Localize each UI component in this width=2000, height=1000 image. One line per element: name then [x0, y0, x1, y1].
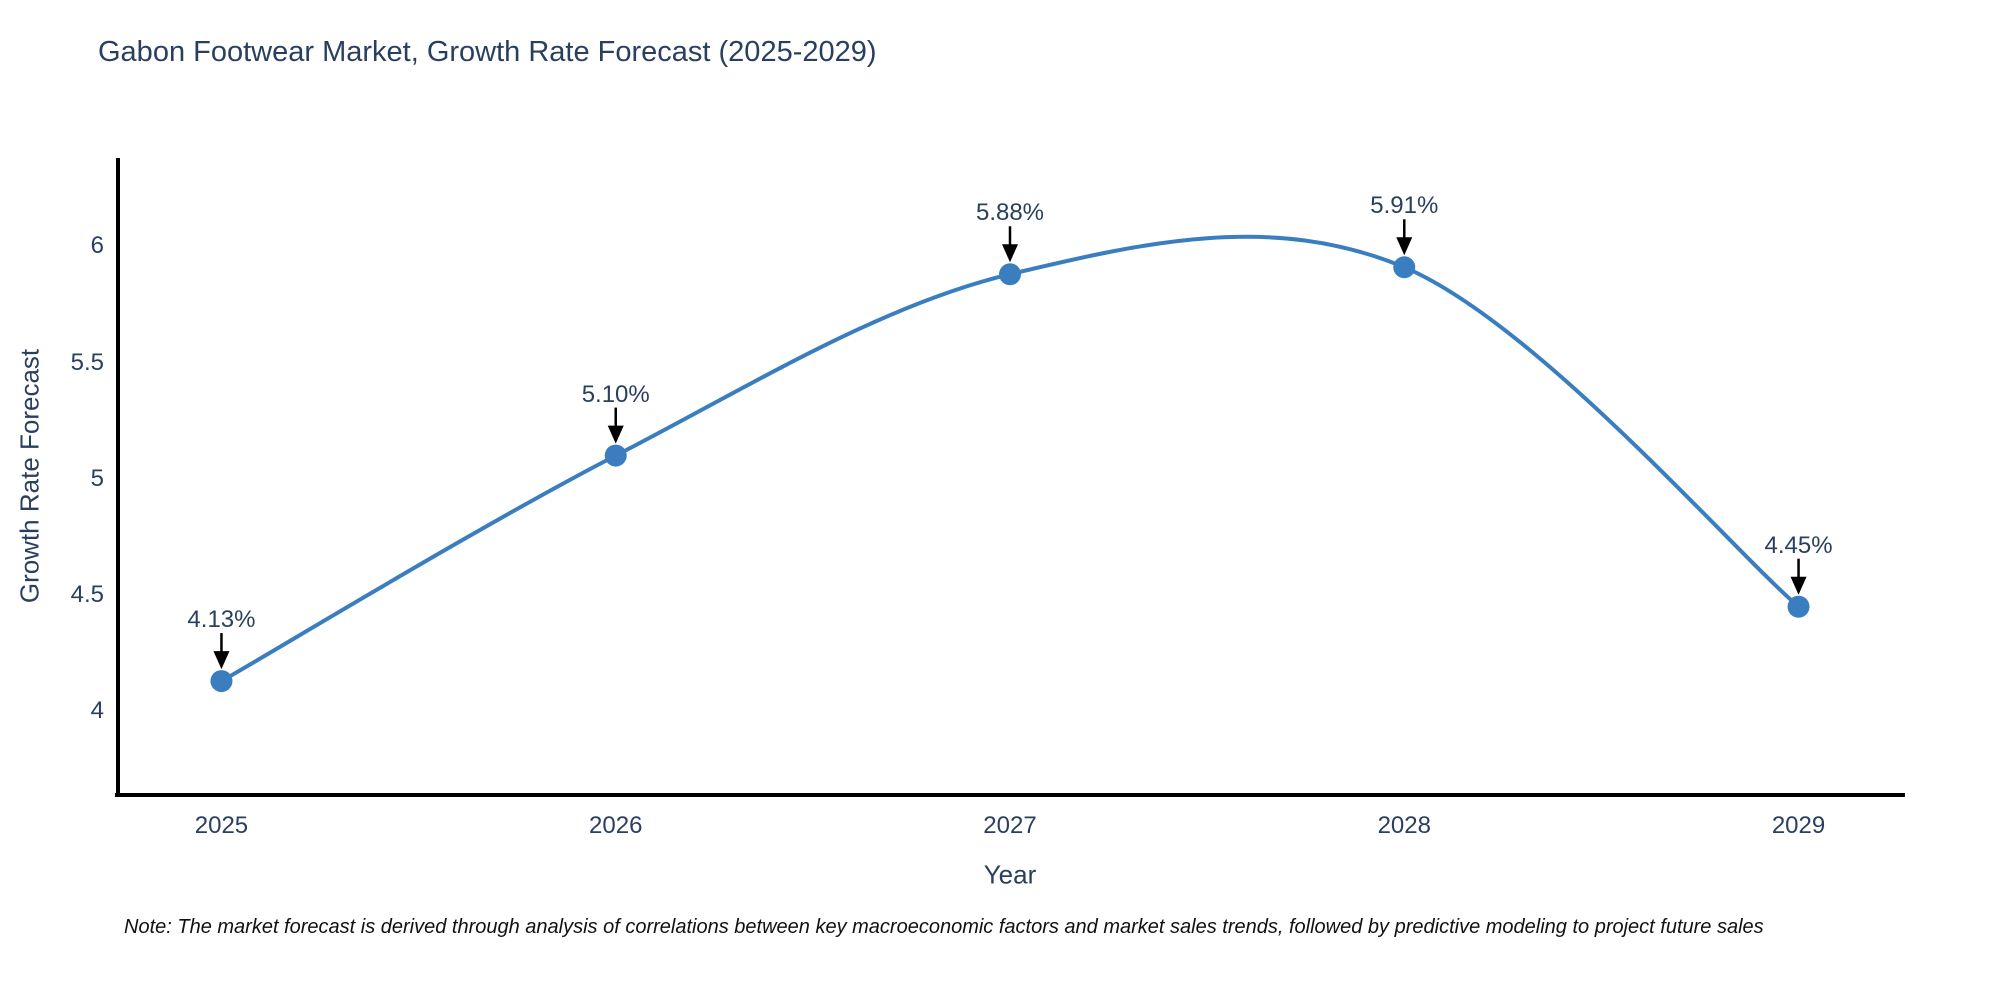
y-tick-label-5.5: 5.5 [70, 348, 104, 376]
annotation-arrowhead-icon [1396, 237, 1413, 256]
point-value-label-2029: 4.45% [1764, 531, 1833, 559]
y-tick-label-6: 6 [90, 232, 104, 260]
data-point-marker-2029[interactable] [1787, 595, 1810, 618]
chart-title: Gabon Footwear Market, Growth Rate Forec… [98, 36, 877, 68]
growth-rate-spline-line [219, 234, 1801, 684]
y-tick-label-5: 5 [90, 464, 104, 492]
data-point-marker-2025[interactable] [210, 670, 233, 693]
data-point-marker-2028[interactable] [1393, 256, 1416, 279]
annotation-arrowhead-icon [1790, 576, 1807, 595]
y-tick-label-4: 4 [90, 697, 104, 725]
data-point-marker-2026[interactable] [604, 444, 627, 467]
footnote: Note: The market forecast is derived thr… [124, 916, 1764, 938]
point-value-label-2026: 5.10% [581, 380, 650, 408]
annotation-arrowhead-icon [607, 425, 624, 444]
x-tick-label-2027: 2027 [983, 812, 1037, 839]
x-tick-label-2029: 2029 [1771, 812, 1826, 839]
x-tick-label-2028: 2028 [1377, 812, 1431, 839]
y-tick-label-4.5: 4.5 [70, 581, 104, 609]
point-value-label-2027: 5.88% [975, 199, 1045, 227]
x-tick-label-2025: 2025 [194, 812, 249, 839]
annotation-arrowhead-icon [1002, 244, 1018, 263]
data-point-marker-2027[interactable] [999, 263, 1021, 286]
annotation-arrowhead-icon [213, 651, 230, 670]
point-value-label-2025: 4.13% [187, 606, 256, 634]
point-value-label-2028: 5.91% [1370, 192, 1439, 220]
x-axis-title: Year [983, 859, 1037, 890]
x-tick-label-2026: 2026 [589, 812, 643, 839]
